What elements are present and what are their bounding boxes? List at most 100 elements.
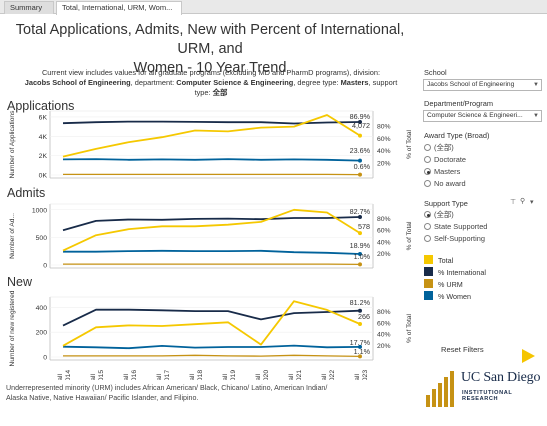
legend-swatch bbox=[424, 255, 433, 264]
legend-label: % URM bbox=[438, 280, 463, 289]
award-option-masters[interactable]: Masters bbox=[424, 167, 460, 177]
school-filter-label: School bbox=[424, 68, 447, 77]
series-end-point bbox=[358, 119, 362, 124]
school-select[interactable]: Jacobs School of Engineering ▼ bbox=[423, 79, 542, 91]
radio-icon bbox=[424, 180, 431, 187]
x-tick-label: Fall 2023 bbox=[354, 370, 369, 380]
page-title-line1: Total Applications, Admits, New with Per… bbox=[15, 22, 405, 57]
tab-summary[interactable]: Summary bbox=[4, 1, 54, 14]
view-description: Current view includes values for all gra… bbox=[8, 68, 414, 98]
series-line bbox=[62, 120, 361, 125]
x-tick-label: Fall 2021 bbox=[288, 370, 303, 380]
support-option-label: Self-Supporting bbox=[434, 234, 485, 243]
dept-filter-label: Department/Program bbox=[424, 99, 494, 108]
x-tick-label-year: 2016 bbox=[131, 370, 138, 380]
series-end-label: 578 bbox=[358, 222, 370, 231]
series-end-point bbox=[358, 158, 362, 163]
y-tick-label: 6K bbox=[39, 114, 48, 121]
series-line bbox=[63, 354, 361, 358]
radio-selected-icon bbox=[424, 211, 431, 218]
x-tick-label-year: Fall bbox=[123, 374, 130, 380]
dept-select-value: Computer Science & Engineeri... bbox=[427, 112, 523, 119]
x-tick-label: Fall 2014 bbox=[57, 370, 72, 380]
school-select-value: Jacobs School of Engineering bbox=[427, 81, 515, 88]
dept-select[interactable]: Computer Science & Engineeri... ▼ bbox=[423, 110, 542, 122]
reset-filters-button[interactable]: Reset Filters bbox=[441, 345, 484, 354]
filter-icon[interactable]: ⊤ bbox=[510, 199, 517, 206]
series-end-label: 86.9% bbox=[350, 112, 371, 121]
y-tick-label: 4K bbox=[39, 134, 48, 141]
x-tick-label: Fall 2022 bbox=[321, 370, 336, 380]
x-tick-label-year: Fall bbox=[321, 374, 328, 380]
play-arrow-icon[interactable] bbox=[522, 349, 535, 363]
series-end-point bbox=[358, 354, 362, 359]
legend-item-urm: % URM bbox=[424, 279, 463, 289]
award-option-all[interactable]: (全部) bbox=[424, 143, 454, 153]
desc-dept-prefix: , department: bbox=[130, 78, 177, 87]
x-tick-label: Fall 2017 bbox=[156, 370, 171, 380]
support-option-self[interactable]: Self-Supporting bbox=[424, 234, 485, 244]
x-tick-label-year: 2017 bbox=[164, 370, 171, 380]
y-tick-label: 400 bbox=[36, 305, 48, 312]
y2-tick-label: 40% bbox=[377, 332, 391, 339]
chevron-down-icon[interactable]: ▾ bbox=[530, 199, 534, 206]
y2-axis-title: % of Total bbox=[406, 314, 413, 343]
x-tick-label-year: 2020 bbox=[263, 370, 270, 380]
x-tick-label-year: Fall bbox=[255, 374, 262, 380]
award-option-doctorate[interactable]: Doctorate bbox=[424, 155, 466, 165]
bars-logo-icon bbox=[426, 371, 454, 407]
x-tick-label-year: Fall bbox=[189, 374, 196, 380]
series-end-label: 1.0% bbox=[354, 252, 371, 261]
series-end-point bbox=[358, 344, 362, 349]
award-option-label: No award bbox=[434, 179, 466, 188]
y-axis-title: Number of new registered bbox=[9, 290, 16, 366]
y2-tick-label: 40% bbox=[377, 148, 391, 155]
y2-tick-label: 80% bbox=[377, 124, 391, 131]
series-end-point bbox=[358, 215, 362, 220]
y-axis-title: Number of Applications bbox=[9, 110, 16, 179]
series-line bbox=[62, 216, 361, 232]
series-end-label: 81.2% bbox=[350, 298, 371, 307]
series-end-point bbox=[358, 322, 362, 327]
legend-item-total: Total bbox=[424, 255, 453, 265]
series-end-point bbox=[358, 262, 362, 267]
ucsd-logo: UC San Diego INSTITUTIONAL RESEARCH bbox=[423, 367, 547, 415]
y2-tick-label: 20% bbox=[377, 343, 391, 350]
desc-support-prefix: , support bbox=[368, 78, 398, 87]
legend-swatch bbox=[424, 267, 433, 276]
radio-icon bbox=[424, 223, 431, 230]
y2-tick-label: 60% bbox=[377, 320, 391, 327]
legend-item-women: % Women bbox=[424, 291, 471, 301]
section-title-new: New bbox=[7, 275, 33, 289]
support-option-state[interactable]: State Supported bbox=[424, 222, 487, 232]
desc-line3-prefix: type: bbox=[194, 88, 213, 97]
section-title-applications: Applications bbox=[7, 99, 75, 113]
section-title-admits: Admits bbox=[7, 186, 46, 200]
search-icon[interactable]: ⚲ bbox=[520, 198, 526, 205]
award-option-label: Masters bbox=[434, 167, 461, 176]
y-tick-label: 0 bbox=[43, 355, 47, 362]
urm-footnote: Underrepresented minority (URM) includes… bbox=[6, 384, 328, 402]
x-tick-label-year: 2018 bbox=[197, 370, 204, 380]
y-tick-label: 0K bbox=[39, 173, 48, 180]
y2-tick-label: 20% bbox=[377, 251, 391, 258]
tab-trend[interactable]: Total, International, URM, Wom... bbox=[56, 1, 182, 15]
legend-label: Total bbox=[438, 256, 454, 265]
x-tick-label-year: Fall bbox=[222, 374, 229, 380]
series-line bbox=[62, 208, 361, 252]
x-tick-label: Fall 2019 bbox=[222, 370, 237, 380]
y-tick-label: 1000 bbox=[32, 207, 47, 214]
logo-subtext: INSTITUTIONAL RESEARCH bbox=[462, 390, 513, 402]
series-end-point bbox=[358, 308, 362, 313]
award-option-label: Doctorate bbox=[434, 155, 467, 164]
series-end-label: 0.6% bbox=[354, 162, 371, 171]
radio-icon bbox=[424, 235, 431, 242]
award-option-no-award[interactable]: No award bbox=[424, 179, 466, 189]
y-tick-label: 200 bbox=[36, 330, 48, 337]
support-option-all[interactable]: (全部) bbox=[424, 210, 454, 220]
series-end-label: 1.1% bbox=[354, 347, 371, 356]
x-tick-label-year: 2022 bbox=[329, 370, 336, 380]
y2-tick-label: 80% bbox=[377, 309, 391, 316]
legend-item-international: % International bbox=[424, 267, 486, 277]
x-tick-label-year: 2021 bbox=[296, 370, 303, 380]
